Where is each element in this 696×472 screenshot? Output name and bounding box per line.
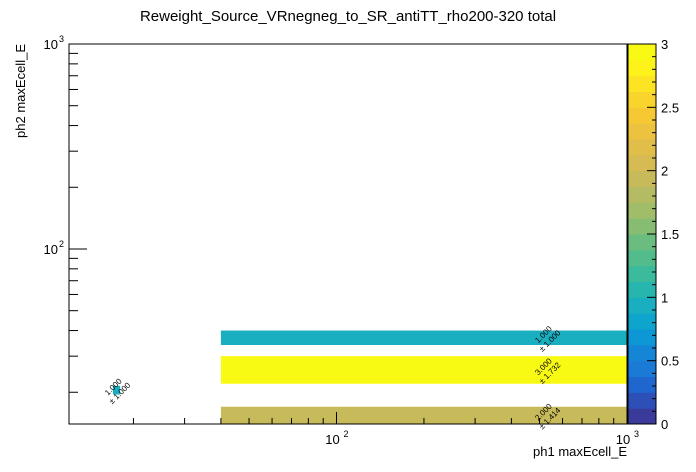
- colorbar-segment: [628, 218, 656, 235]
- colorbar-segment: [628, 408, 656, 425]
- y-tick-label: 10: [44, 242, 58, 257]
- colorbar-segment: [628, 170, 656, 187]
- colorbar-segment: [628, 59, 656, 77]
- heatmap-cell-4: [112, 385, 121, 395]
- colorbar-segment: [628, 139, 656, 156]
- colorbar-segment: [628, 265, 656, 282]
- colorbar-segment: [628, 376, 656, 393]
- colorbar-segment: [628, 329, 656, 346]
- x-tick-exponent: 2: [343, 429, 348, 439]
- colorbar-segment: [628, 202, 656, 219]
- cell-label-group: 1.000± 1.000: [103, 376, 133, 406]
- colorbar-segment: [628, 234, 656, 251]
- cell-label-group: 2.000± 1.414: [533, 402, 563, 432]
- colorbar-segment: [628, 313, 656, 330]
- colorbar-tick-label: 0.5: [661, 354, 679, 369]
- colorbar-segment: [628, 75, 656, 92]
- heatmap-cell-2: [220, 356, 628, 384]
- y-tick-exponent: 2: [59, 239, 64, 249]
- colorbar: 0 0.5 1 1.5 2 2.5 3: [627, 37, 679, 432]
- colorbar-segment: [628, 91, 656, 108]
- y-tick-exponent: 3: [59, 34, 64, 44]
- colorbar-segment: [628, 281, 656, 298]
- colorbar-tick-label: 1: [661, 290, 668, 305]
- colorbar-tick-label: 2: [661, 164, 668, 179]
- colorbar-segment: [628, 44, 656, 61]
- colorbar-segment: [628, 344, 656, 362]
- colorbar-tick-label: 0: [661, 417, 668, 432]
- y-tick-label: 10: [44, 37, 58, 52]
- chart-title: Reweight_Source_VRnegneg_to_SR_antiTT_rh…: [140, 8, 556, 25]
- colorbar-segment: [628, 360, 656, 377]
- colorbar-segment: [628, 123, 656, 140]
- plot-frame: [68, 43, 628, 425]
- x-tick-exponent: 3: [634, 429, 639, 439]
- cell-label-group: 1.000± 1.000: [533, 324, 563, 354]
- colorbar-segment: [628, 297, 656, 314]
- x-axis-label: ph1 maxEcell_E: [533, 444, 627, 459]
- colorbar-tick-label: 3: [661, 37, 668, 52]
- colorbar-segment: [628, 249, 656, 267]
- colorbar-tick-label: 2.5: [661, 100, 679, 115]
- colorbar-segment: [628, 154, 656, 172]
- y-axis-label: ph2 maxEcell_E: [13, 44, 28, 138]
- heatmap-cell-3: [220, 406, 628, 424]
- x-tick-label: 10: [325, 432, 339, 447]
- colorbar-segment: [628, 107, 656, 124]
- colorbar-segment: [628, 392, 656, 409]
- x-tick-label: 10: [616, 432, 630, 447]
- colorbar-tick-label: 1.5: [661, 227, 679, 242]
- heatmap-cell-1: [220, 330, 628, 346]
- colorbar-segment: [628, 186, 656, 203]
